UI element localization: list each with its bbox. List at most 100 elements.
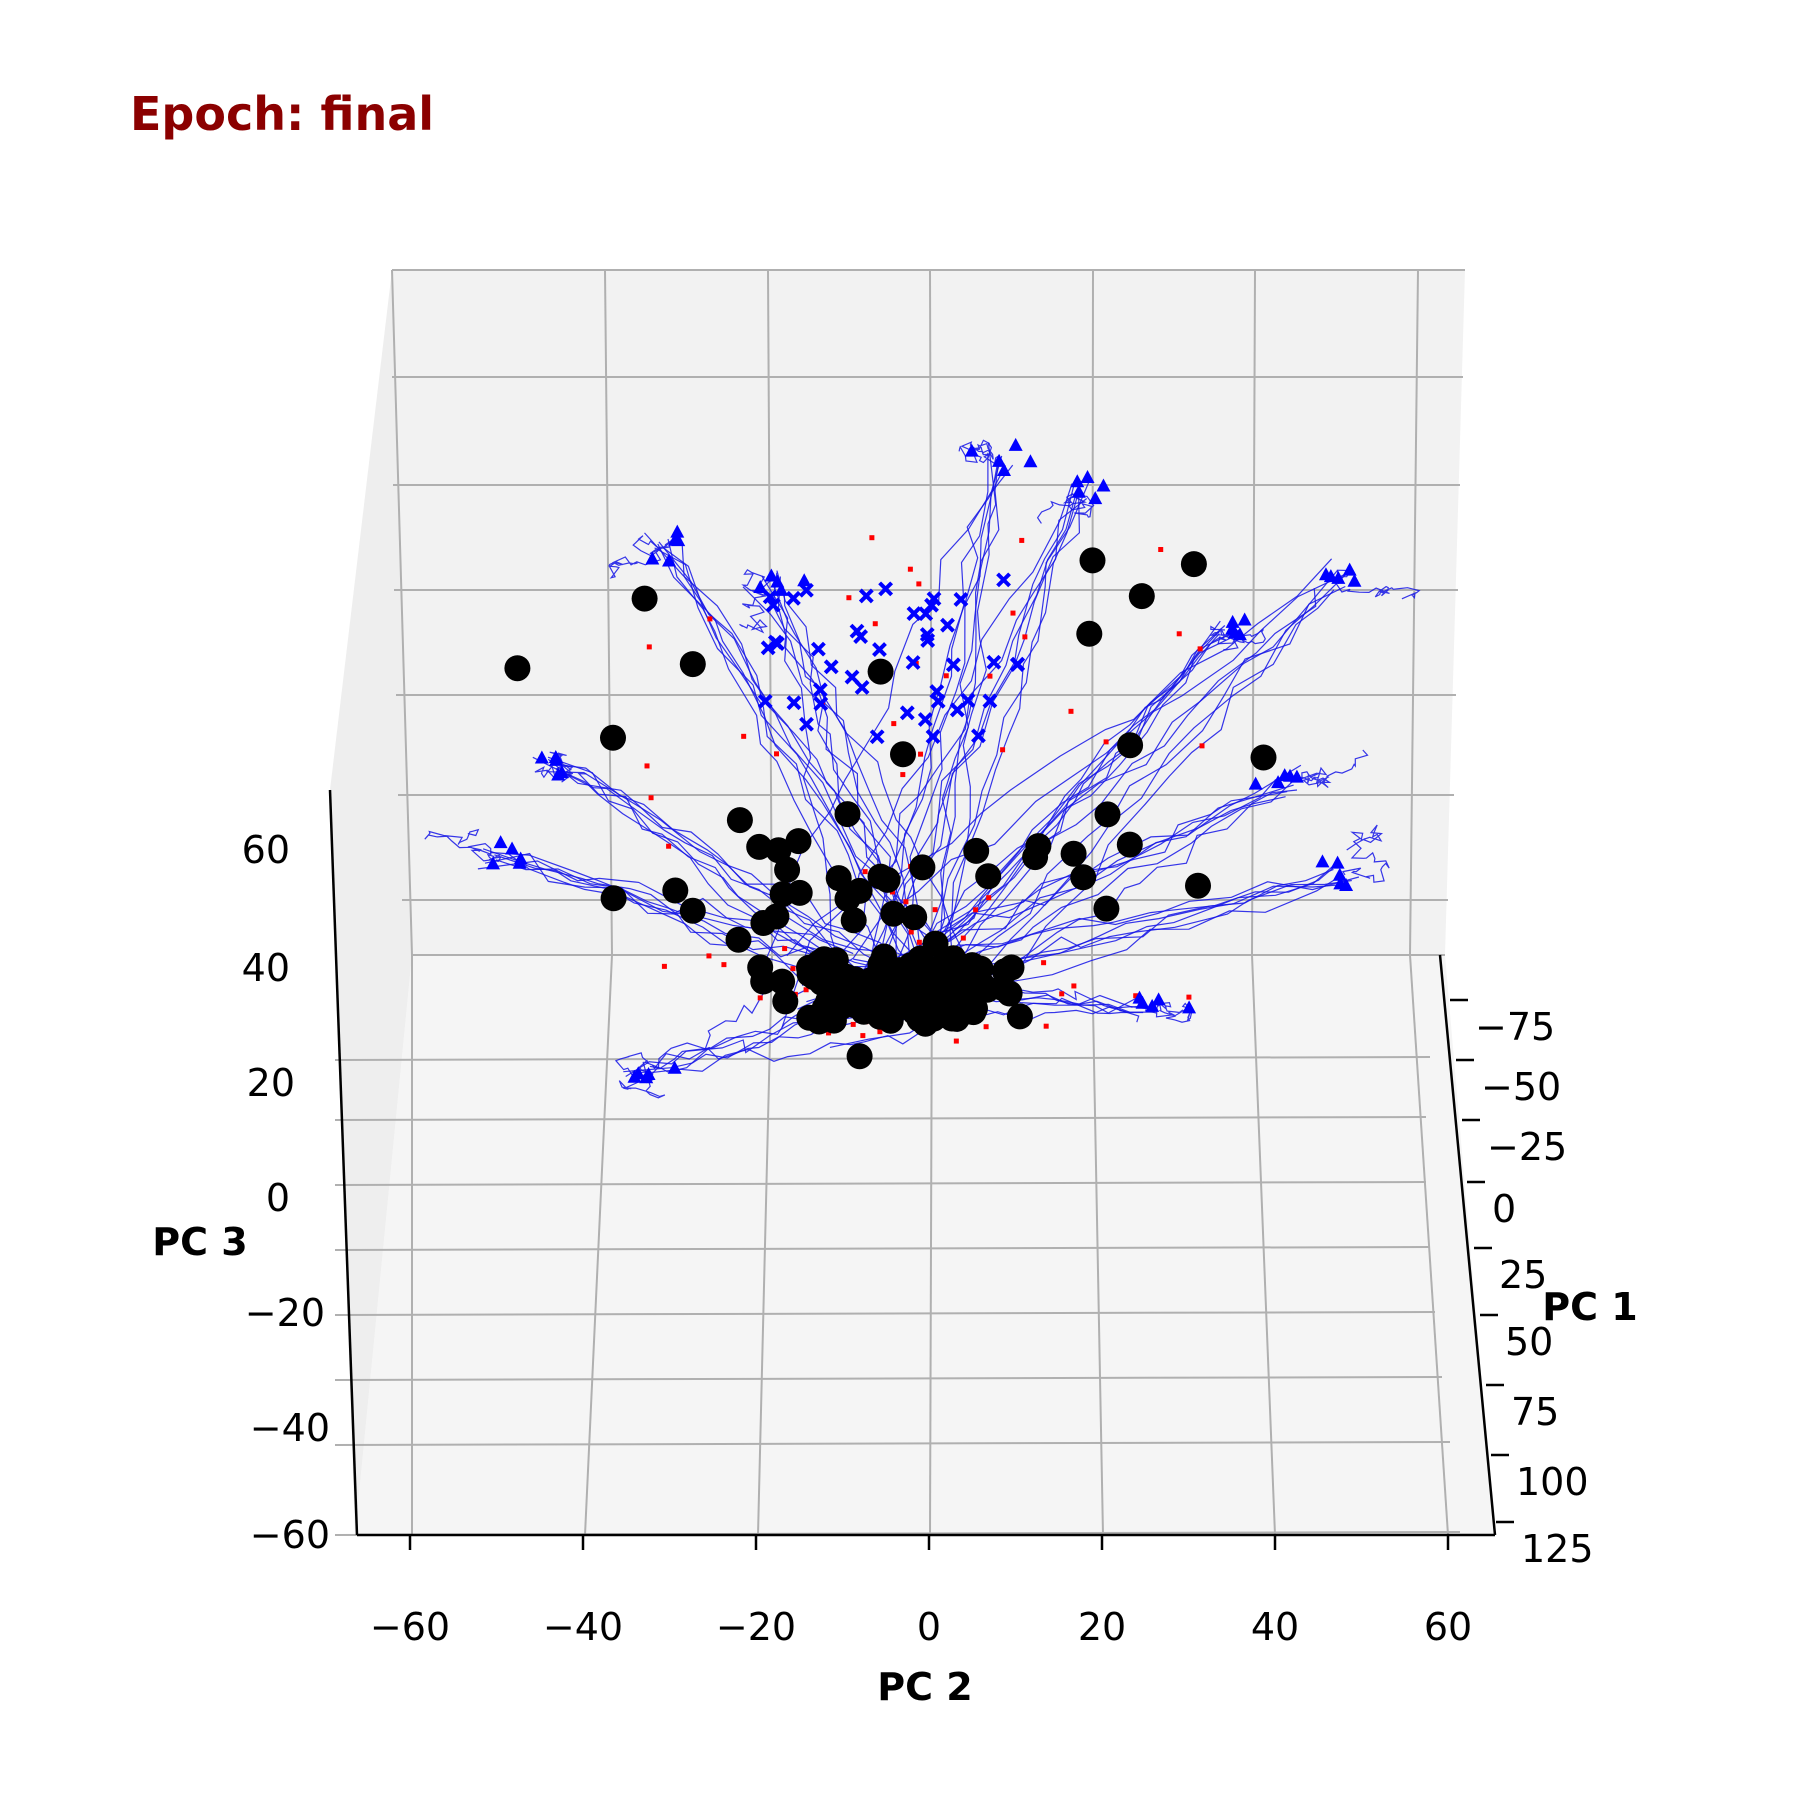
grid-line-floor-v-3 xyxy=(929,954,933,1536)
red-square-point-64 xyxy=(907,566,913,572)
trajectory-line-74 xyxy=(636,1019,939,1073)
red-square-point-25 xyxy=(877,1029,883,1035)
red-square-point-86 xyxy=(644,763,650,769)
black-circle-point-181 xyxy=(1079,547,1106,574)
blue-x-point-39 xyxy=(813,696,829,712)
blue-triangle-point-18 xyxy=(1088,491,1103,505)
blue-x-point-31 xyxy=(929,684,945,699)
black-circle-point-183 xyxy=(1180,551,1207,578)
blue-triangle-point-39 xyxy=(534,750,549,764)
red-square-point-96 xyxy=(1186,994,1192,1000)
blue-triangle-point-16 xyxy=(1071,484,1086,498)
blue-x-point-32 xyxy=(844,669,860,685)
y-tick-label-5: 40 xyxy=(1251,1605,1299,1649)
black-circle-point-160 xyxy=(1093,895,1120,922)
red-square-point-3 xyxy=(953,1038,959,1044)
red-square-point-99 xyxy=(1197,646,1203,652)
red-square-point-79 xyxy=(661,963,667,969)
black-circle-point-184 xyxy=(867,658,894,685)
trajectory-line-22 xyxy=(928,458,1000,975)
black-circle-point-157 xyxy=(880,900,907,927)
black-circle-point-154 xyxy=(834,801,861,828)
black-circle-point-180 xyxy=(600,885,627,912)
red-square-point-107 xyxy=(721,962,727,968)
red-square-point-27 xyxy=(757,995,763,1001)
blue-triangle-point-4 xyxy=(670,524,685,538)
trajectory-line-93 xyxy=(995,589,1335,985)
x-axis-line xyxy=(1438,954,1497,1536)
red-square-point-65 xyxy=(869,535,875,541)
trajectory-line-92 xyxy=(945,569,1351,1012)
grid-line-floor-v-2 xyxy=(757,954,773,1536)
grid-line-back-v-5 xyxy=(1251,269,1256,956)
trajectory-line-3 xyxy=(654,547,959,1033)
black-circle-point-82 xyxy=(772,988,799,1015)
black-circle-point-75 xyxy=(769,968,796,995)
grid-line-side-h-6 xyxy=(334,1116,1427,1121)
trajectory-line-7 xyxy=(608,535,673,579)
grid-line-floor-v-5 xyxy=(1251,954,1276,1536)
z-tick-label-5: −40 xyxy=(250,1406,330,1450)
black-circle-point-98 xyxy=(796,1004,823,1031)
blue-triangle-point-19 xyxy=(1096,478,1111,492)
blue-x-markers xyxy=(757,572,1026,745)
red-square-point-71 xyxy=(900,772,906,778)
blue-x-point-23 xyxy=(799,716,814,732)
red-square-point-102 xyxy=(1059,991,1065,997)
axis-ticks: −60 −40 −20 0 20 40 60 60 40 20 0 −20 −40 −60 −75 −50 −2… xyxy=(242,828,1594,1649)
red-square-point-73 xyxy=(1022,634,1028,640)
black-circle-point-140 xyxy=(746,833,773,860)
black-circle-point-173 xyxy=(1128,583,1155,610)
trajectory-line-23 xyxy=(958,439,1001,465)
red-square-point-68 xyxy=(1199,743,1205,749)
y-tick-label-3: 0 xyxy=(917,1605,941,1649)
trajectory-line-94 xyxy=(928,588,1317,958)
red-square-point-104 xyxy=(774,751,780,757)
blue-triangle-point-42 xyxy=(505,841,520,855)
z-axis-line xyxy=(328,789,359,1536)
red-square-point-106 xyxy=(666,843,672,849)
black-circle-point-137 xyxy=(900,967,927,994)
blue-triangle-point-10 xyxy=(997,463,1012,477)
trajectory-line-21 xyxy=(949,442,997,980)
grid-line-back-v-1 xyxy=(604,269,613,956)
blue-triangle-point-53 xyxy=(1227,625,1242,639)
black-circle-point-171 xyxy=(1185,872,1211,899)
blue-x-point-10 xyxy=(905,655,921,670)
black-circle-point-172 xyxy=(846,1043,873,1070)
red-square-point-98 xyxy=(872,621,878,627)
grid-line-floor-v-4 xyxy=(1091,954,1104,1536)
blue-triangle-point-17 xyxy=(1070,474,1085,488)
trajectory-line-84 xyxy=(898,633,1220,983)
black-circle-point-115 xyxy=(906,1006,933,1032)
red-square-point-92 xyxy=(943,673,949,679)
black-circle-point-118 xyxy=(828,993,855,1020)
blue-triangle-point-13 xyxy=(992,453,1007,467)
blue-x-point-44 xyxy=(996,572,1011,588)
red-square-point-46 xyxy=(916,939,922,945)
black-circle-point-151 xyxy=(763,903,790,930)
blue-triangle-markers xyxy=(486,437,1362,1084)
red-square-point-91 xyxy=(889,889,895,895)
grid-line-side-h-5 xyxy=(334,1181,1427,1186)
red-square-point-9 xyxy=(908,929,914,935)
black-circle-point-168 xyxy=(786,879,813,906)
blue-triangle-point-54 xyxy=(1237,612,1252,626)
x-tick-label-5: 50 xyxy=(1505,1320,1553,1364)
trajectory-line-47 xyxy=(1342,824,1390,883)
red-square-point-40 xyxy=(790,966,796,972)
grid-line-side-h-7 xyxy=(334,1056,1431,1061)
trajectory-line-88 xyxy=(933,585,1346,998)
grid-line-side-h-3 xyxy=(334,1311,1436,1316)
blue-triangle-point-9 xyxy=(774,582,789,596)
black-circle-point-122 xyxy=(957,958,983,985)
trajectory-line-41 xyxy=(900,865,1336,961)
trajectory-line-86 xyxy=(894,625,1226,999)
trajectory-line-33 xyxy=(909,790,1288,968)
floor-pane xyxy=(355,955,1495,1535)
blue-triangle-point-14 xyxy=(1008,437,1023,451)
blue-x-point-14 xyxy=(960,692,976,708)
black-circle-point-139 xyxy=(868,960,895,987)
trajectory-line-78 xyxy=(642,988,767,1080)
